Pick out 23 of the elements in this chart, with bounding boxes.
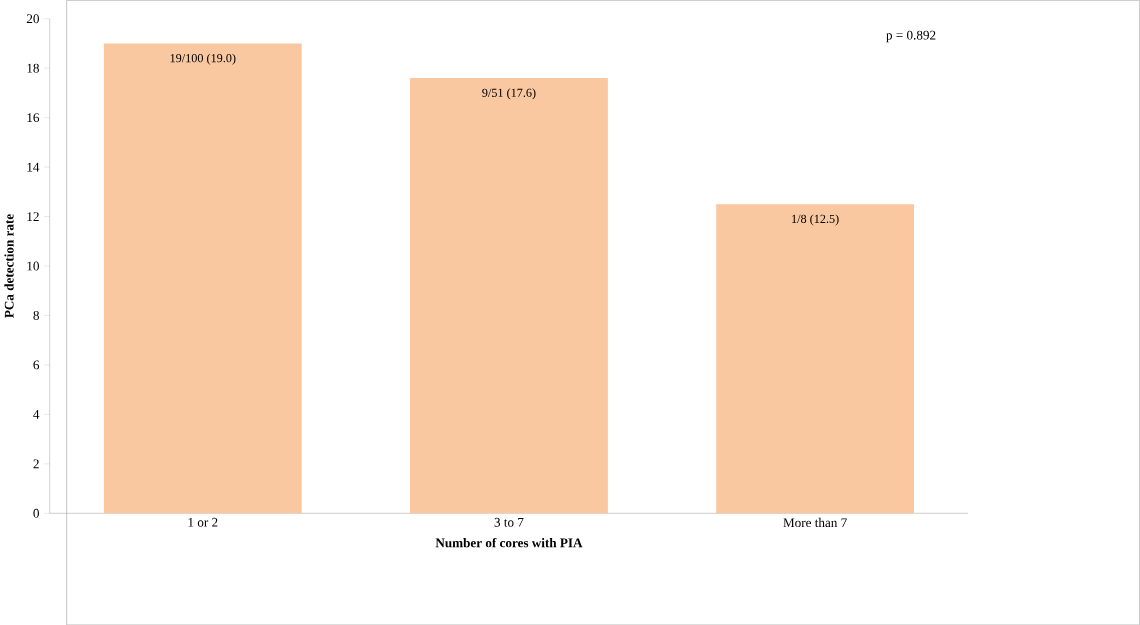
y-tick-label: 18	[27, 63, 39, 73]
y-tick-label: 16	[27, 113, 40, 122]
y-tick-label: 20	[26, 14, 39, 24]
y-tick-label: 6	[33, 360, 40, 370]
y-tick-label: 10	[27, 261, 39, 271]
annotation: p = 0.892	[886, 30, 936, 43]
x-tick-label: 1 or 2	[188, 517, 218, 527]
y-tick-label: 0	[33, 508, 39, 518]
y-tick-label: 4	[33, 409, 40, 419]
y-tick-label: 8	[33, 310, 39, 320]
data-label: 19/100 (19.0)	[170, 53, 236, 65]
bar	[410, 77, 608, 514]
bar	[716, 204, 915, 514]
bar	[103, 43, 302, 514]
x-tick-label: More than 7	[783, 517, 847, 527]
y-tick-label: 14	[27, 162, 40, 172]
x-axis-title: Number of cores with PIA	[435, 537, 583, 548]
data-label: 9/51 (17.6)	[482, 88, 536, 100]
y-tick-label: 12	[27, 212, 39, 221]
y-tick-label: 2	[33, 459, 39, 469]
y-axis-title: PCa detection rate	[4, 214, 14, 318]
data-label: 1/8 (12.5)	[792, 214, 839, 226]
x-tick-label: 3 to 7	[494, 517, 524, 527]
